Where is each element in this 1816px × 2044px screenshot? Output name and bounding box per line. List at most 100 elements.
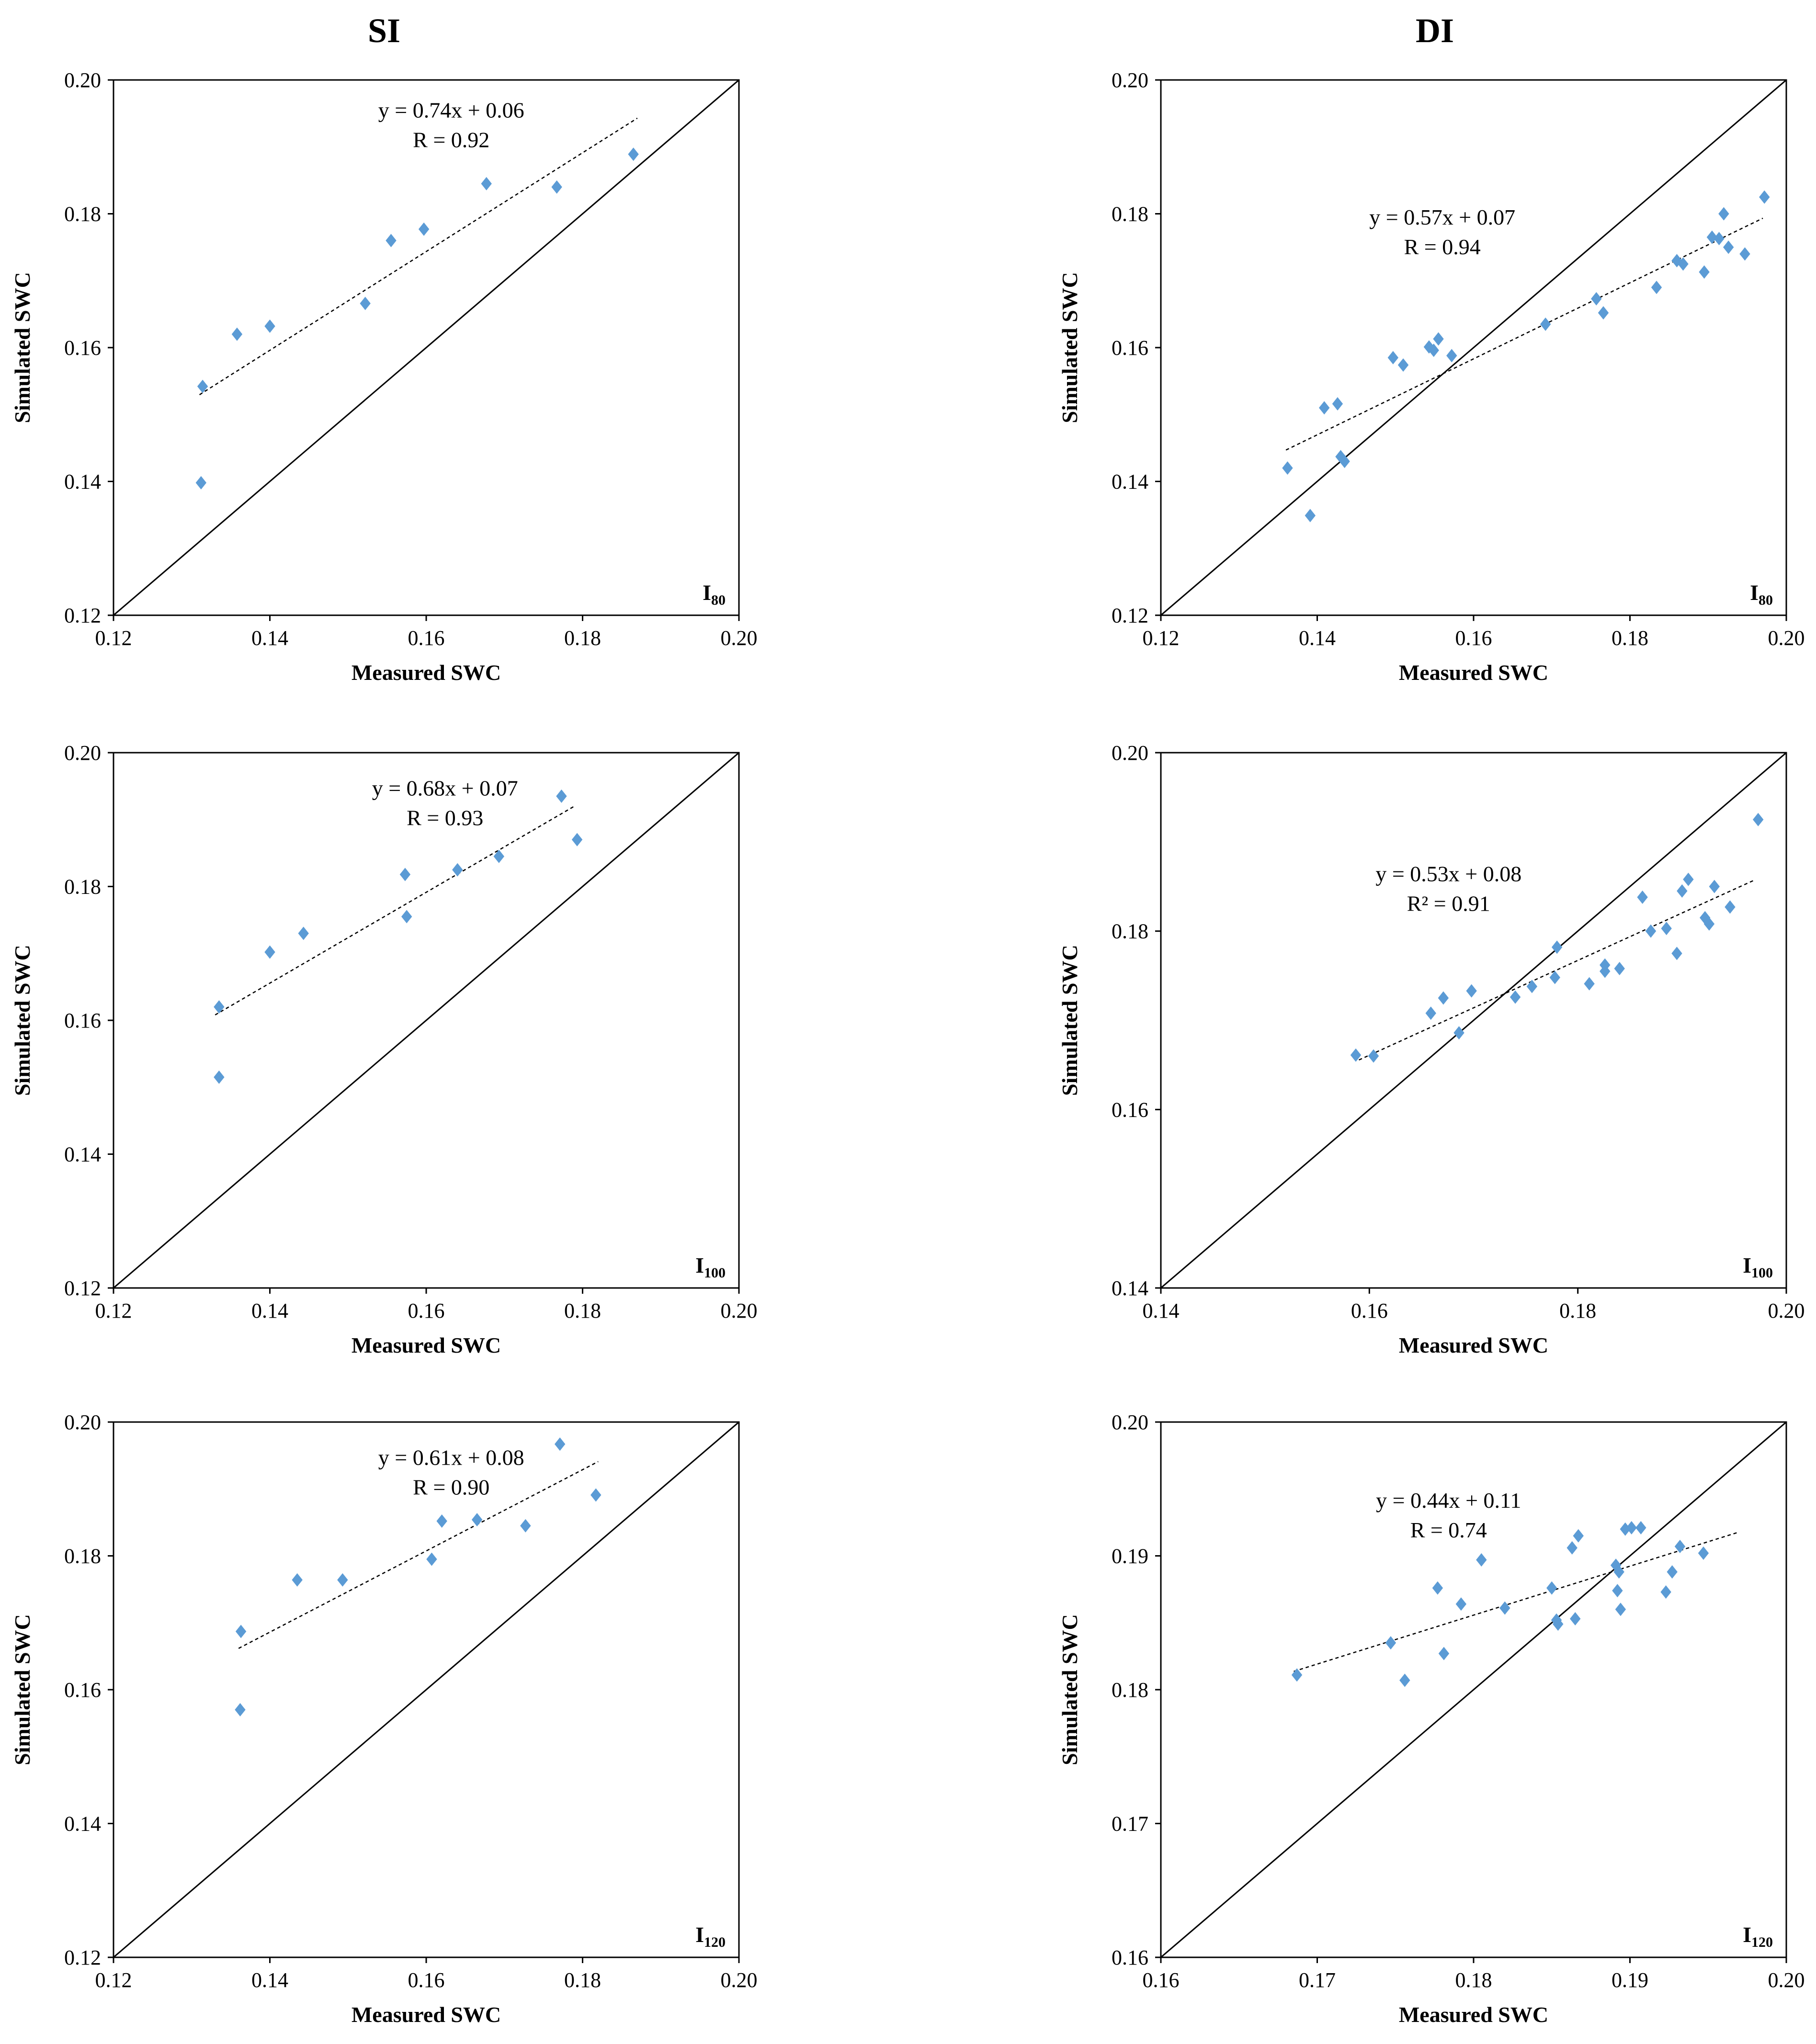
one-to-one-line (113, 1421, 739, 1958)
data-point (551, 180, 562, 194)
data-point (1615, 1603, 1626, 1616)
data-point (1678, 257, 1689, 271)
scatter-panel-3: 0.12 0.14 0.16 0.18 0.20 0.12 0.14 0.16 0.18 0.20… (10, 741, 758, 1357)
data-point (1671, 947, 1682, 960)
data-point (1706, 230, 1718, 244)
data-point (1635, 1521, 1646, 1535)
x-tick-label: 0.12 (95, 1299, 132, 1322)
y-tick-label: 0.20 (64, 68, 101, 92)
y-tick-label: 0.18 (64, 875, 101, 899)
data-point (1723, 240, 1734, 254)
y-tick-label: 0.20 (64, 1411, 101, 1434)
data-point (556, 789, 567, 803)
data-point (1709, 880, 1720, 893)
data-point (360, 296, 371, 310)
data-point (493, 849, 505, 863)
one-to-one-line (1160, 1421, 1787, 1958)
y-tick-label: 0.16 (64, 1009, 101, 1032)
data-point (264, 945, 275, 959)
data-point (520, 1519, 531, 1533)
scatter-panel-2: 0.12 0.14 0.16 0.18 0.20 0.12 0.14 0.16 0.18 0.20… (1057, 68, 1805, 685)
y-tick-label: 0.20 (1112, 741, 1148, 765)
data-point (1526, 980, 1538, 994)
data-point (1677, 884, 1688, 898)
data-point (1637, 890, 1648, 904)
data-point (1651, 281, 1662, 294)
y-tick-label: 0.18 (1112, 1678, 1148, 1702)
data-point (1570, 1612, 1581, 1626)
regression-equation: y = 0.74x + 0.06 (378, 98, 524, 122)
data-point (214, 1000, 225, 1014)
data-point (481, 177, 492, 191)
y-tick-label: 0.20 (64, 741, 101, 765)
x-axis-label: Measured SWC (1399, 1333, 1548, 1357)
y-tick-label: 0.20 (1112, 68, 1148, 92)
regression-equation: y = 0.53x + 0.08 (1375, 861, 1521, 886)
x-axis-label: Measured SWC (352, 2002, 501, 2027)
column-header-di: DI (1416, 11, 1454, 50)
correlation-stat: R = 0.74 (1410, 1518, 1487, 1542)
data-point (1626, 1521, 1637, 1535)
data-point (1739, 247, 1750, 261)
correlation-stat: R = 0.92 (413, 127, 489, 152)
data-point (1446, 349, 1457, 362)
data-point (235, 1703, 246, 1717)
data-point (1428, 343, 1439, 357)
x-tick-label: 0.20 (721, 1299, 758, 1322)
one-to-one-line (1160, 79, 1787, 616)
data-point (1753, 813, 1764, 826)
x-tick-label: 0.16 (1351, 1299, 1388, 1322)
data-point (1703, 917, 1715, 931)
column-header-si: SI (368, 11, 400, 50)
data-point (197, 380, 208, 394)
y-tick-label: 0.14 (64, 1812, 101, 1836)
data-point (1551, 940, 1563, 954)
y-tick-label: 0.18 (1112, 920, 1148, 943)
y-tick-label: 0.12 (64, 1276, 101, 1300)
data-point (1546, 1581, 1557, 1595)
y-axis-label: Simulated SWC (1057, 945, 1082, 1096)
x-axis-label: Measured SWC (352, 1333, 501, 1357)
x-axis-label: Measured SWC (1399, 2002, 1548, 2027)
x-axis-label: Measured SWC (352, 660, 501, 685)
data-point (1683, 872, 1694, 886)
x-tick-label: 0.12 (1143, 626, 1180, 650)
data-point (418, 222, 430, 236)
trend-line (1294, 1531, 1740, 1672)
data-point (1510, 990, 1521, 1004)
scatter-panel-5: 0.12 0.14 0.16 0.18 0.20 0.12 0.14 0.16 0.18 0.20… (10, 1411, 758, 2027)
data-point (1614, 961, 1625, 975)
data-point (1674, 1539, 1686, 1553)
x-tick-label: 0.14 (251, 626, 288, 650)
regression-equation: y = 0.44x + 0.11 (1376, 1488, 1521, 1513)
plot-frame (1160, 752, 1787, 1289)
data-point (1368, 1049, 1379, 1063)
data-point (426, 1552, 437, 1566)
data-point (452, 863, 463, 877)
panel-label: I100 (1743, 1253, 1773, 1281)
trend-line (238, 1461, 599, 1649)
data-point (1387, 350, 1399, 364)
data-point (337, 1573, 348, 1587)
data-point (399, 868, 411, 881)
data-point (1600, 958, 1611, 972)
x-tick-label: 0.16 (408, 1968, 445, 1992)
data-point (1645, 924, 1657, 938)
y-tick-label: 0.17 (1112, 1812, 1148, 1836)
data-point (590, 1488, 602, 1502)
x-axis-label: Measured SWC (1399, 660, 1548, 685)
x-tick-label: 0.14 (251, 1299, 288, 1322)
data-point (1698, 1546, 1709, 1560)
data-point (1598, 306, 1609, 320)
correlation-stat: R² = 0.91 (1407, 891, 1490, 915)
data-point (1660, 1585, 1671, 1599)
data-point (1455, 1597, 1467, 1611)
x-tick-label: 0.16 (1455, 626, 1492, 650)
trend-line (1359, 879, 1756, 1061)
data-point (1350, 1048, 1362, 1062)
x-tick-label: 0.20 (721, 626, 758, 650)
x-tick-label: 0.18 (1612, 626, 1648, 650)
data-point (554, 1437, 566, 1451)
y-axis-label: Simulated SWC (10, 272, 34, 423)
data-point (298, 926, 309, 940)
